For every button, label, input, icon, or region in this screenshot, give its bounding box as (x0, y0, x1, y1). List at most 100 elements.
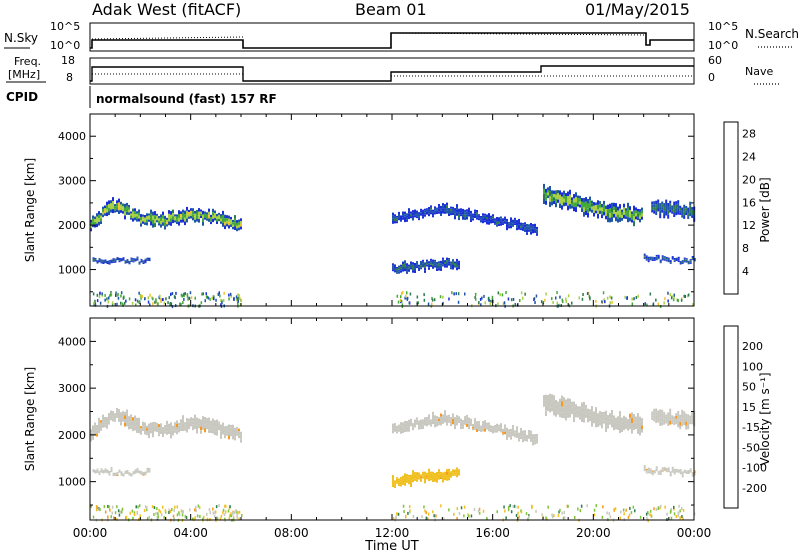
echo-cell (547, 399, 549, 403)
echo-cell (406, 426, 408, 429)
echo-cell (158, 223, 160, 226)
echo-cell (667, 471, 670, 473)
echo-cell (655, 467, 658, 469)
echo-cell (436, 212, 438, 214)
echo-cell (156, 427, 158, 430)
echo-speckle (513, 504, 516, 508)
echo-cell (220, 216, 222, 219)
echo-cell (607, 209, 609, 214)
echo-cell (476, 212, 478, 215)
echo-speckle (157, 515, 159, 519)
echo-cell (691, 418, 694, 422)
echo-cell (152, 219, 154, 224)
echo-cell (436, 207, 438, 210)
echo-cell (671, 469, 674, 472)
echo-cell (671, 257, 674, 259)
echo-cell (673, 258, 676, 259)
echo-cell (444, 211, 446, 214)
echo-cell (114, 258, 117, 260)
echo-cell (516, 432, 518, 435)
echo-speckle (168, 508, 170, 512)
echo-speckle (133, 511, 136, 515)
echo-cell (104, 468, 107, 470)
echo-cell (134, 217, 136, 221)
echo-cell (543, 395, 545, 398)
echo-cell (651, 259, 654, 261)
echo-cell (134, 426, 136, 431)
echo-speckle (189, 508, 191, 512)
echo-cell (136, 468, 139, 470)
echo-speckle (230, 514, 232, 518)
echo-speckle (228, 293, 230, 297)
echo-cell (130, 217, 132, 220)
echo-cell (454, 261, 456, 263)
echo-speckle (111, 303, 114, 306)
echo-speckle (93, 301, 95, 305)
echo-cell (677, 415, 680, 420)
echo-cell (547, 403, 549, 407)
echo-cell (649, 469, 652, 472)
echo-speckle (151, 505, 154, 509)
echo-cell (418, 472, 420, 475)
echo-cell (691, 209, 694, 213)
echo-cell (92, 425, 94, 429)
echo-cell (214, 431, 216, 436)
echo-cell (522, 433, 524, 437)
echo-cell (130, 259, 133, 261)
echo-cell (665, 421, 668, 424)
echo-cell (609, 421, 611, 425)
echo-cell (504, 431, 506, 435)
echo-cell (438, 268, 440, 271)
echo-cell (206, 420, 208, 424)
echo-cell (106, 420, 108, 423)
echo-speckle (156, 507, 158, 511)
echo-cell (106, 470, 109, 472)
echo-speckle (216, 292, 219, 296)
echo-cell (394, 216, 396, 219)
echo-cell (603, 414, 605, 418)
echo-cell (444, 265, 446, 268)
echo-cell (613, 426, 615, 431)
echo-speckle (141, 295, 143, 298)
echo-speckle (96, 299, 99, 303)
echo-cell (512, 225, 514, 227)
echo-cell (669, 408, 672, 413)
echo-cell (659, 473, 662, 475)
echo-cell (669, 420, 672, 425)
noise-left-tick-high: 10^5 (50, 20, 80, 33)
echo-cell (571, 407, 573, 411)
echo-cell (536, 438, 538, 442)
echo-cell (545, 196, 547, 201)
echo-cell (605, 416, 607, 422)
echo-cell (446, 210, 448, 214)
echo-speckle (170, 292, 172, 296)
echo-speckle (110, 515, 112, 519)
echo-cell (458, 208, 460, 212)
echo-cell (470, 422, 472, 425)
echo-cell (152, 211, 154, 216)
echo-cell (621, 218, 623, 221)
echo-cell (619, 411, 621, 417)
echo-cell (104, 205, 106, 209)
echo-cell (637, 423, 639, 429)
echo-cell (466, 417, 468, 421)
echo-cell (545, 192, 547, 197)
echo-speckle (187, 298, 189, 301)
echo-cell (220, 435, 222, 439)
echo-cell (653, 471, 656, 473)
echo-cell (553, 395, 555, 401)
echo-cell (456, 474, 458, 478)
echo-cell (625, 210, 627, 214)
echo-cell (595, 208, 597, 211)
echo-speckle (556, 301, 558, 305)
echo-cell (122, 203, 124, 206)
echo-cell (494, 425, 496, 427)
echo-cell (665, 419, 668, 422)
echo-cell (188, 421, 190, 424)
echo-cell (128, 426, 130, 430)
colorbar-tick-label: 12 (742, 219, 756, 232)
echo-cell (466, 424, 468, 427)
echo-speckle (229, 505, 231, 509)
echo-speckle (395, 515, 397, 519)
